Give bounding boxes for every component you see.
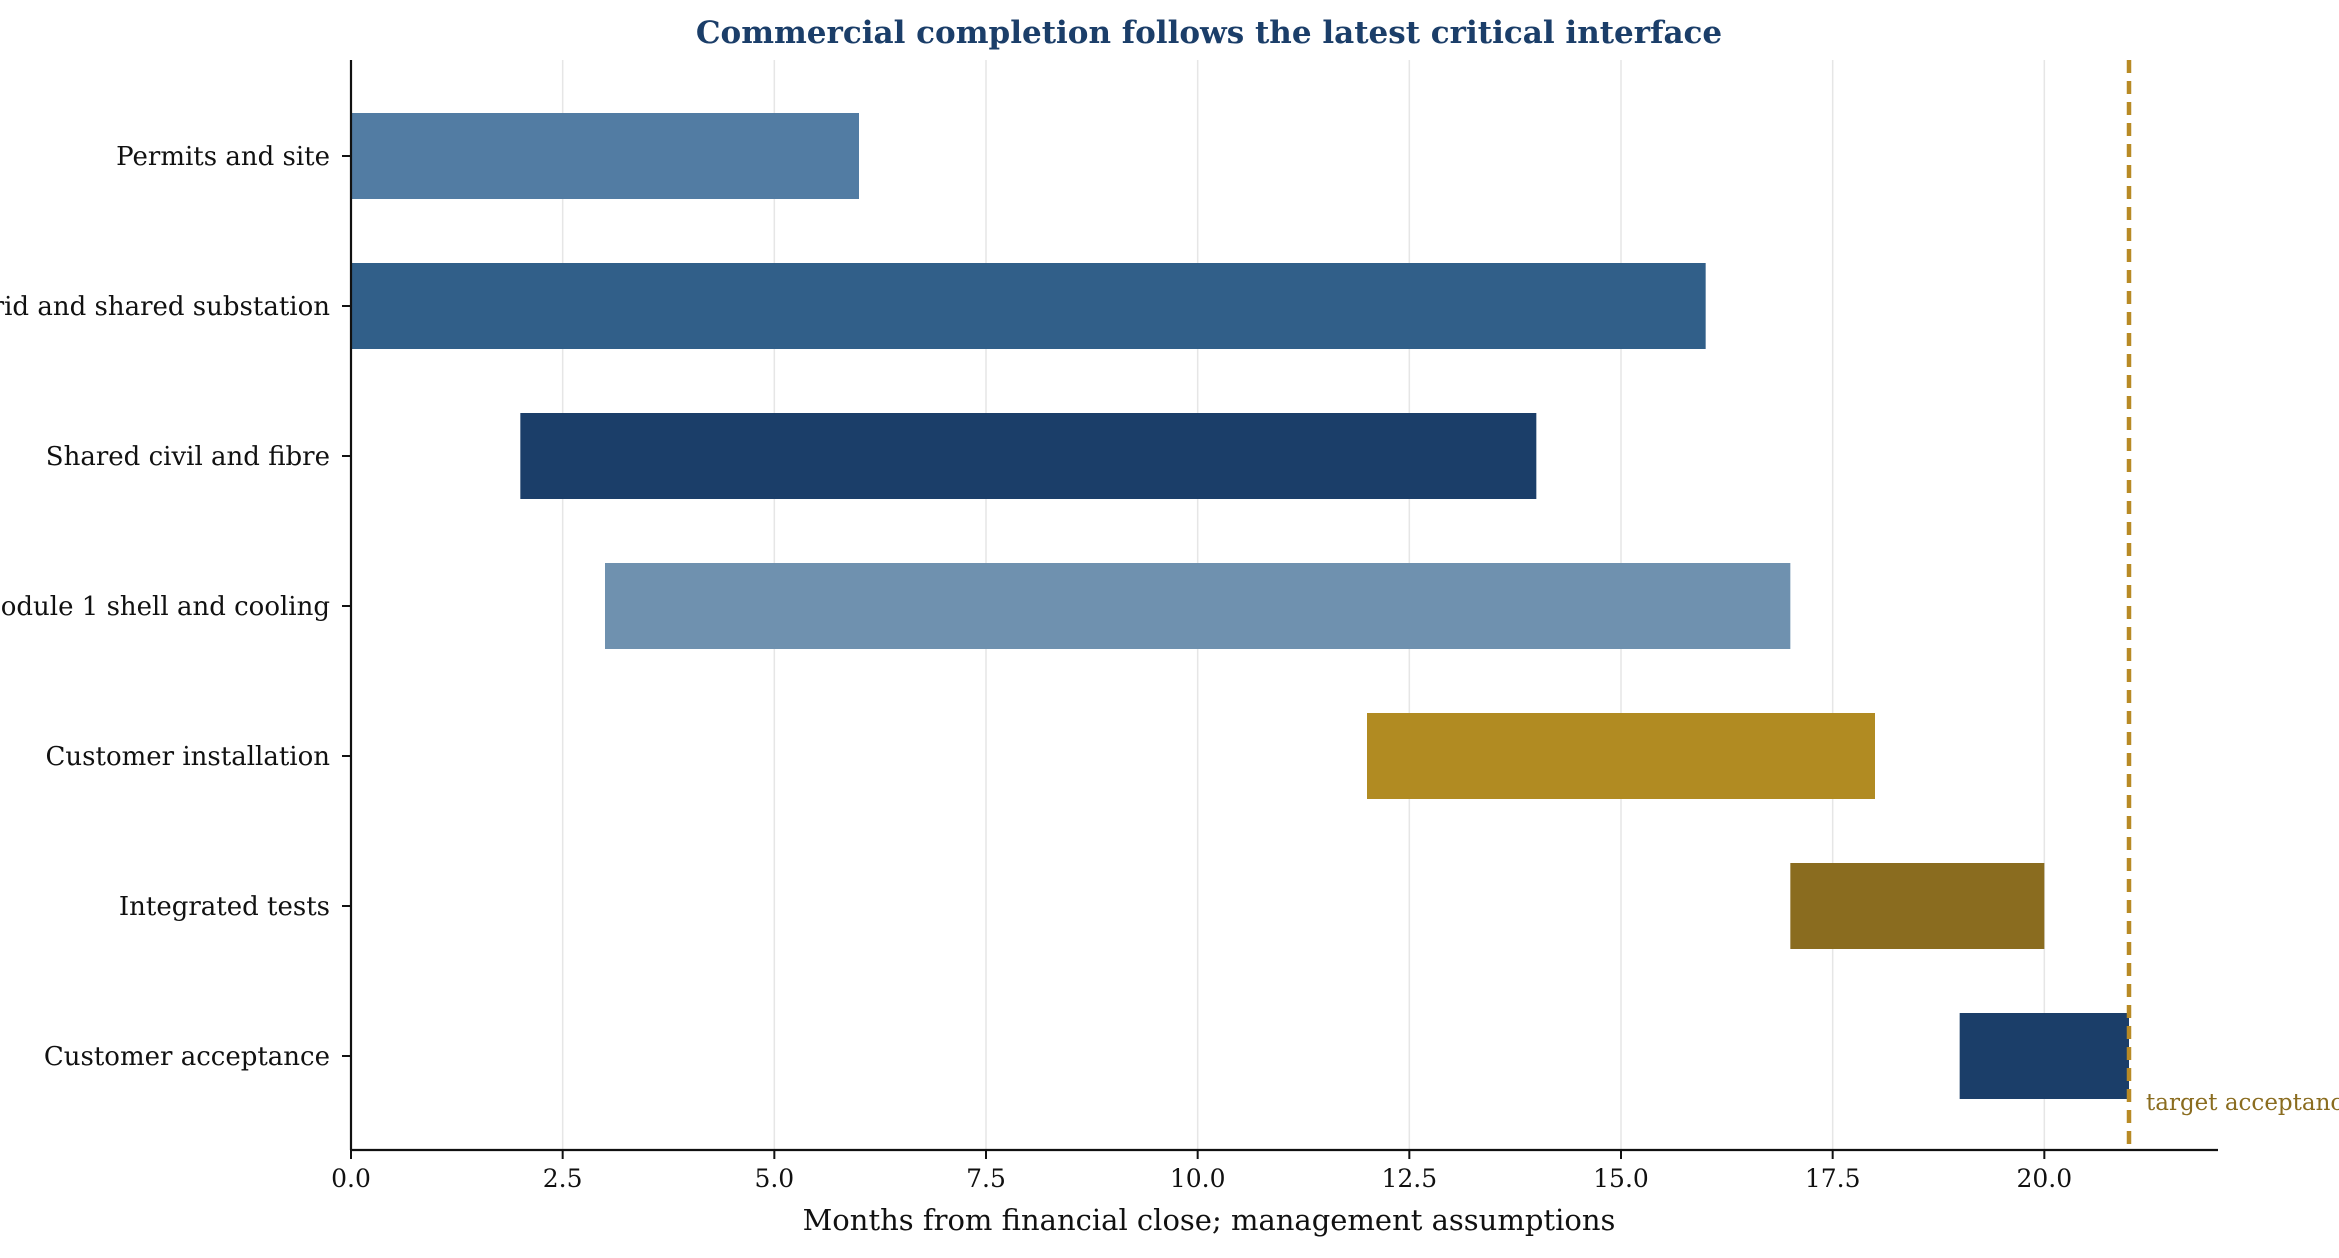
- task-label: Grid and shared substation: [0, 292, 330, 322]
- task-label: Integrated tests: [119, 892, 330, 922]
- x-tick-label: 0.0: [331, 1164, 371, 1193]
- axes: 0.0 2.5 5.0 7.5 10.0 12.5 15.0 17.5 20.0 Permits …: [0, 60, 2218, 1193]
- task-bars: [351, 113, 2129, 1099]
- task-label: Shared civil and fibre: [46, 442, 330, 472]
- task-label: Module 1 shell and cooling: [0, 592, 330, 622]
- task-bar: [520, 413, 1537, 499]
- x-tick-label: 17.5: [1805, 1164, 1861, 1193]
- task-bar: [351, 263, 1706, 349]
- task-label: Customer acceptance: [44, 1042, 330, 1072]
- x-tick-label: 5.0: [754, 1164, 794, 1193]
- task-label: Permits and site: [116, 142, 330, 172]
- task-bar: [1367, 713, 1875, 799]
- chart-title: Commercial completion follows the latest…: [696, 15, 1722, 51]
- task-label: Customer installation: [46, 742, 331, 772]
- task-bar: [351, 113, 859, 199]
- reference-line-group: target acceptance: [2126, 60, 2339, 1150]
- x-tick-label: 20.0: [2016, 1164, 2072, 1193]
- x-axis-label: Months from financial close; management …: [803, 1203, 1616, 1237]
- x-tick-label: 2.5: [543, 1164, 583, 1193]
- x-tick-label: 15.0: [1593, 1164, 1649, 1193]
- target-acceptance-label: target acceptance: [2146, 1090, 2339, 1116]
- x-tick-label: 12.5: [1381, 1164, 1437, 1193]
- task-bar: [1790, 863, 2045, 949]
- task-bar: [605, 563, 1791, 649]
- x-tick-label: 10.0: [1170, 1164, 1226, 1193]
- task-bar: [1959, 1013, 2129, 1099]
- x-tick-label: 7.5: [966, 1164, 1006, 1193]
